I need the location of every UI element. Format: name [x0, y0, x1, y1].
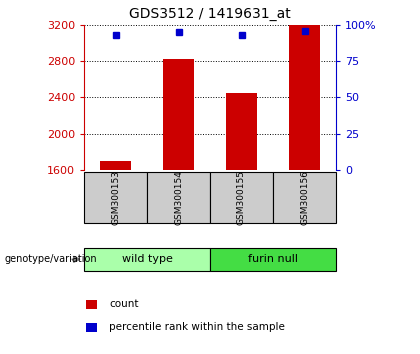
Text: GSM300156: GSM300156: [300, 170, 309, 225]
Text: GSM300153: GSM300153: [111, 170, 120, 225]
Text: wild type: wild type: [121, 254, 173, 264]
Bar: [226, 93, 257, 170]
Text: count: count: [109, 299, 139, 309]
Bar: [163, 59, 194, 170]
Text: genotype/variation: genotype/variation: [4, 254, 97, 264]
Text: GSM300155: GSM300155: [237, 170, 246, 225]
Text: furin null: furin null: [248, 254, 298, 264]
Text: GSM300154: GSM300154: [174, 170, 183, 225]
Bar: [100, 161, 131, 170]
Title: GDS3512 / 1419631_at: GDS3512 / 1419631_at: [129, 7, 291, 21]
Bar: [289, 25, 320, 170]
Text: percentile rank within the sample: percentile rank within the sample: [109, 322, 285, 332]
